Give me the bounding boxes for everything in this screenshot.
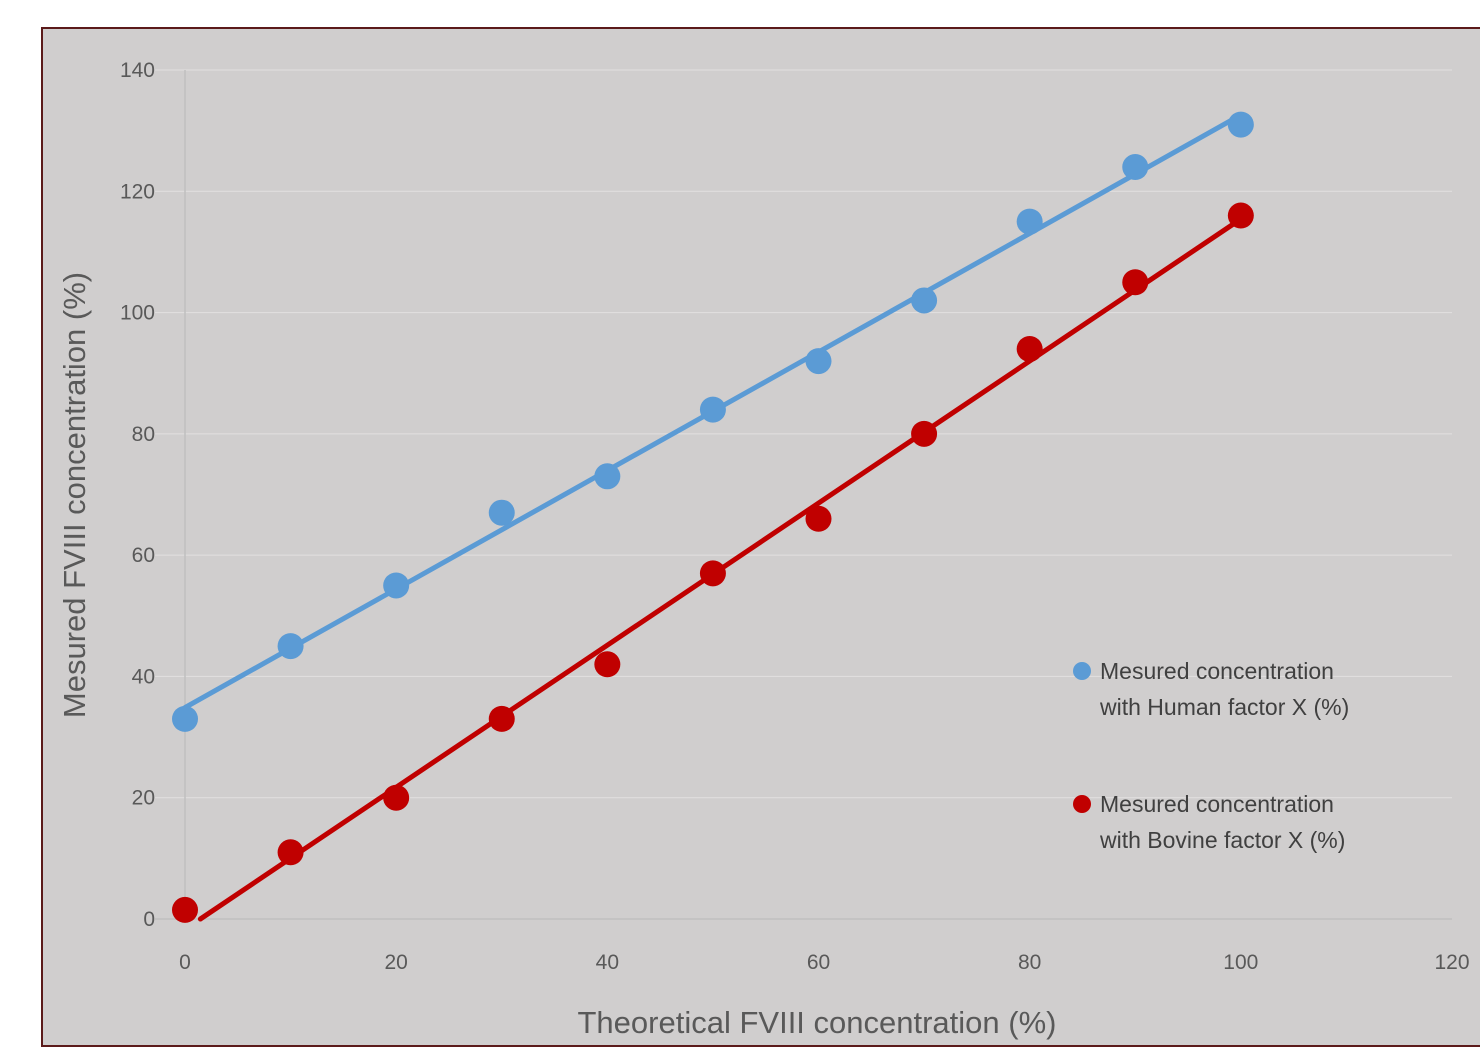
data-points	[172, 111, 1254, 923]
data-point	[911, 420, 938, 447]
x-tick-label: 60	[807, 951, 830, 974]
legend-label: with Human factor X (%)	[1099, 694, 1349, 720]
legend-marker	[1073, 795, 1091, 813]
data-point	[383, 572, 410, 599]
y-tick-label: 0	[143, 908, 155, 931]
y-tick-label: 40	[132, 665, 155, 688]
data-point	[805, 348, 832, 375]
x-tick-label: 100	[1223, 951, 1258, 974]
scatter-chart: 0 20 40 60 80 100 120 140 0 20 40 60 80 100 120 Theore…	[57, 59, 1470, 1040]
data-point	[1016, 208, 1043, 235]
y-axis-title: Mesured FVIII concentration (%)	[57, 272, 92, 718]
legend-label: with Bovine factor X (%)	[1099, 827, 1345, 853]
data-point	[699, 560, 726, 587]
data-point	[1122, 154, 1149, 181]
y-tick-label: 120	[120, 180, 155, 203]
data-point	[805, 505, 832, 532]
y-tick-label: 20	[132, 787, 155, 810]
axes	[155, 70, 1452, 920]
x-tick-label: 80	[1018, 951, 1041, 974]
x-tick-label: 0	[179, 951, 191, 974]
gridlines	[155, 69, 1452, 799]
data-point	[911, 287, 938, 314]
x-tick-label: 120	[1434, 951, 1469, 974]
x-tick-label: 40	[596, 951, 619, 974]
data-point	[488, 499, 515, 526]
data-point	[277, 633, 304, 660]
legend-label: Mesured concentration	[1100, 658, 1334, 684]
x-tick-label: 20	[384, 951, 407, 974]
tick-labels: 0 20 40 60 80 100 120 140 0 20 40 60 80 100 120	[120, 59, 1470, 974]
y-tick-label: 80	[132, 423, 155, 446]
data-point	[1227, 202, 1254, 229]
y-tick-label: 140	[120, 59, 155, 82]
legend: Mesured concentration with Human factor X…	[1073, 658, 1349, 853]
legend-label: Mesured concentration	[1100, 791, 1334, 817]
data-point	[277, 839, 304, 866]
data-point	[172, 705, 198, 732]
x-axis-title: Theoretical FVIII concentration (%)	[578, 1005, 1057, 1040]
data-point	[488, 705, 515, 732]
data-point	[1122, 269, 1149, 296]
legend-marker	[1073, 662, 1091, 680]
data-point	[1016, 335, 1043, 362]
data-point	[1227, 111, 1254, 138]
chart-frame: 0 20 40 60 80 100 120 140 0 20 40 60 80 100 120 Theore…	[41, 27, 1480, 1047]
data-point	[594, 463, 621, 490]
data-point	[383, 784, 410, 811]
data-point	[699, 396, 726, 423]
data-point	[594, 651, 621, 678]
y-tick-label: 100	[120, 302, 155, 325]
data-point	[172, 896, 198, 923]
y-tick-label: 60	[132, 544, 155, 567]
